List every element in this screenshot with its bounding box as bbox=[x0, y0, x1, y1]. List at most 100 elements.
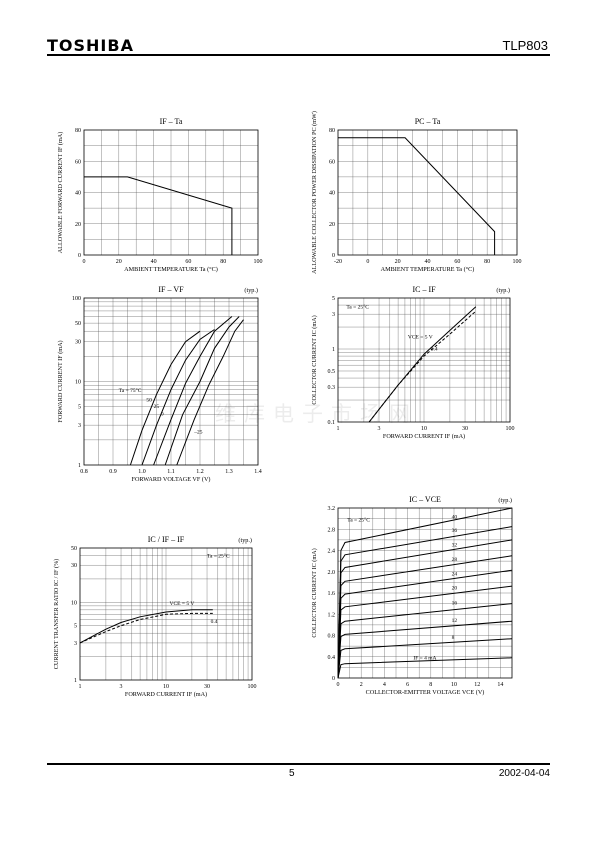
x-tick-label: 12 bbox=[474, 682, 480, 688]
x-tick-label: 60 bbox=[454, 259, 460, 265]
y-tick-label: 3 bbox=[78, 423, 81, 429]
x-tick-label: 100 bbox=[513, 259, 522, 265]
annotation-label: VCE = 5 V bbox=[170, 601, 195, 607]
annotation-label: Ta = 25°C bbox=[346, 303, 369, 310]
x-axis-label: FORWARD CURRENT IF (mA) bbox=[125, 691, 207, 698]
x-tick-label: 0.9 bbox=[109, 469, 117, 475]
chart-title: IC – VCE bbox=[409, 495, 441, 504]
annotation-label: 28 bbox=[452, 557, 458, 563]
header-rule bbox=[47, 54, 550, 56]
y-axis-label: COLLECTOR CURRENT IC (mA) bbox=[311, 315, 318, 404]
y-tick-label: 60 bbox=[329, 159, 335, 165]
chart-typ-label: (typ.) bbox=[238, 537, 252, 544]
x-tick-label: 10 bbox=[451, 682, 457, 688]
y-tick-label: 3 bbox=[332, 312, 335, 318]
x-tick-label: 1.3 bbox=[225, 469, 233, 475]
annotation-label: 25 bbox=[154, 404, 160, 410]
y-tick-label: 2.8 bbox=[328, 527, 336, 533]
x-tick-label: 1 bbox=[79, 684, 82, 690]
brand-logo: TOSHIBA bbox=[47, 36, 134, 55]
x-tick-label: 0 bbox=[337, 682, 340, 688]
x-tick-label: 10 bbox=[163, 684, 169, 690]
x-tick-label: 40 bbox=[425, 259, 431, 265]
series-line bbox=[129, 330, 201, 466]
x-tick-label: 14 bbox=[497, 682, 503, 688]
series-line bbox=[153, 316, 233, 466]
plot-frame bbox=[83, 297, 259, 466]
y-tick-label: 100 bbox=[72, 296, 81, 302]
chart-if-ta: 0 20 40 60 80 100 0 20 40 60 80 IF – Ta AMBIENT TEMP… bbox=[57, 117, 263, 273]
annotation-label: Ta = 25°C bbox=[207, 552, 230, 559]
x-axis-label: COLLECTOR-EMITTER VOLTAGE VCE (V) bbox=[366, 689, 485, 696]
y-tick-label: 3 bbox=[74, 641, 77, 647]
y-tick-label: 5 bbox=[332, 296, 335, 302]
x-tick-label: 30 bbox=[204, 684, 210, 690]
series-line bbox=[338, 137, 496, 255]
x-tick-label: 1.0 bbox=[138, 469, 146, 475]
series-line bbox=[337, 657, 513, 679]
y-tick-label: 0 bbox=[332, 253, 335, 259]
chart-title: IF – Ta bbox=[160, 117, 183, 126]
x-tick-label: 80 bbox=[484, 259, 490, 265]
annotation-label: 0.4 bbox=[211, 619, 218, 625]
y-tick-label: 20 bbox=[329, 222, 335, 228]
series-line bbox=[176, 319, 244, 466]
annotation-label: Ta = 75°C bbox=[119, 387, 142, 394]
y-tick-label: 80 bbox=[75, 128, 81, 134]
y-tick-label: 0.5 bbox=[328, 369, 336, 375]
x-tick-label: 100 bbox=[254, 259, 263, 265]
chart-title: IC / IF – IF bbox=[148, 535, 185, 544]
annotation-label: 16 bbox=[452, 601, 458, 607]
x-tick-label: 0 bbox=[83, 259, 86, 265]
x-tick-label: 1.1 bbox=[167, 469, 175, 475]
annotation-label: Ta = 25°C bbox=[347, 516, 370, 523]
annotation-label: VCE = 5 V bbox=[408, 334, 433, 340]
y-tick-label: 80 bbox=[329, 128, 335, 134]
x-tick-label: 2 bbox=[360, 682, 363, 688]
x-tick-label: 20 bbox=[395, 259, 401, 265]
y-axis-label: COLLECTOR CURRENT IC (mA) bbox=[311, 548, 318, 637]
y-tick-label: 2.0 bbox=[328, 570, 336, 576]
series-line bbox=[337, 585, 513, 679]
y-tick-label: 1 bbox=[78, 463, 81, 469]
x-tick-label: 8 bbox=[429, 682, 432, 688]
y-tick-label: 0 bbox=[332, 676, 335, 682]
x-tick-label: 60 bbox=[185, 259, 191, 265]
y-axis-label: ALLOWABLE COLLECTOR POWER DISSIPATION PC… bbox=[311, 111, 318, 274]
x-tick-label: 10 bbox=[421, 426, 427, 432]
annotation-label: 40 bbox=[452, 515, 458, 521]
chart-title: IC – IF bbox=[412, 285, 436, 294]
x-tick-label: 40 bbox=[151, 259, 157, 265]
x-axis-label: AMBIENT TEMPERATURE Ta (°C) bbox=[124, 266, 218, 273]
x-tick-label: 3 bbox=[378, 426, 381, 432]
y-tick-label: 2.4 bbox=[328, 549, 336, 555]
footer-rule bbox=[47, 763, 550, 765]
y-tick-label: 50 bbox=[75, 321, 81, 327]
x-tick-label: 80 bbox=[220, 259, 226, 265]
y-tick-label: 5 bbox=[74, 624, 77, 630]
y-tick-label: 1.2 bbox=[328, 612, 336, 618]
y-tick-label: 10 bbox=[71, 600, 77, 606]
annotation-label: 0.4 bbox=[431, 347, 438, 353]
x-tick-label: 3 bbox=[120, 684, 123, 690]
y-tick-label: 1 bbox=[332, 347, 335, 353]
plot-frame bbox=[337, 507, 513, 679]
chart-typ-label: (typ.) bbox=[498, 497, 512, 504]
series-line bbox=[337, 603, 513, 679]
y-tick-label: 0.4 bbox=[328, 655, 336, 661]
y-tick-label: 40 bbox=[75, 191, 81, 197]
series-line bbox=[79, 612, 213, 644]
y-tick-label: 60 bbox=[75, 159, 81, 165]
annotation-label: 12 bbox=[452, 618, 458, 624]
x-tick-label: 100 bbox=[248, 684, 257, 690]
chart-title: PC – Ta bbox=[415, 117, 441, 126]
series-line bbox=[337, 569, 513, 679]
y-tick-label: 20 bbox=[75, 222, 81, 228]
y-tick-label: 0.3 bbox=[328, 385, 336, 391]
y-tick-label: 1.6 bbox=[328, 591, 336, 597]
x-tick-label: 0 bbox=[366, 259, 369, 265]
annotation-label: 32 bbox=[452, 542, 458, 548]
annotation-label: 20 bbox=[452, 585, 458, 591]
